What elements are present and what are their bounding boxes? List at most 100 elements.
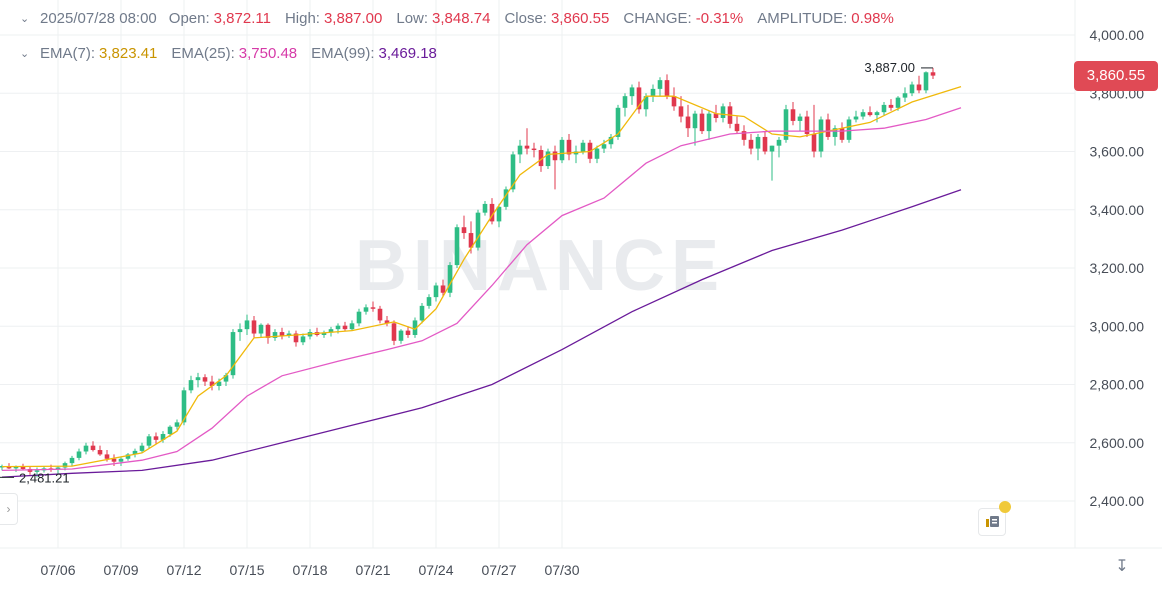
candle-body — [552, 151, 558, 161]
candle-body — [930, 72, 936, 76]
high-label: High: — [284, 10, 320, 27]
chevron-down-icon[interactable]: ⌄ — [20, 48, 30, 60]
candle-body — [258, 324, 264, 334]
candle-body — [153, 436, 159, 440]
candle-body — [720, 106, 726, 119]
ema-header: ⌄ EMA(7): 3,823.41 EMA(25): 3,750.48 EMA… — [20, 45, 451, 62]
candle-body — [510, 154, 516, 190]
candle-body — [923, 72, 929, 91]
candle-body — [881, 104, 887, 113]
candle-body — [524, 145, 530, 149]
candle-body — [454, 227, 460, 266]
x-tick-label: 07/18 — [292, 562, 327, 578]
candle-body — [174, 422, 180, 427]
y-tick-label: 3,400.00 — [1090, 202, 1145, 218]
close-value: 3,860.55 — [550, 10, 610, 27]
candle-date: 2025/07/28 08:00 — [40, 10, 157, 27]
candle-body — [860, 112, 866, 117]
candle-body — [76, 451, 82, 458]
candle-body — [804, 116, 810, 135]
x-tick-label: 07/09 — [103, 562, 138, 578]
y-tick-label: 2,400.00 — [1090, 493, 1145, 509]
candle-body — [916, 84, 922, 91]
x-tick-label: 07/27 — [481, 562, 516, 578]
candle-body — [825, 119, 831, 137]
candle-body — [335, 325, 341, 330]
chevron-down-icon[interactable]: ⌄ — [20, 13, 30, 25]
candle-body — [468, 233, 474, 248]
candle-body — [685, 116, 691, 129]
candle-body — [692, 113, 698, 129]
candle-body — [818, 119, 824, 152]
candle-body — [706, 113, 712, 132]
candle-body — [13, 466, 19, 469]
candle-body — [615, 107, 621, 137]
grid-lines — [0, 0, 1075, 548]
candle-body — [566, 139, 572, 155]
low-label: Low: — [396, 10, 429, 27]
candle-body — [559, 139, 565, 161]
candle-body — [195, 377, 201, 381]
notes-button[interactable] — [978, 508, 1006, 536]
candle-body — [734, 123, 740, 132]
candle-body — [790, 109, 796, 121]
candle-body — [811, 134, 817, 152]
candle-body — [433, 285, 439, 298]
candle-body — [97, 450, 103, 455]
candle-body — [622, 96, 628, 108]
candle-body — [293, 333, 299, 343]
expand-left-tab[interactable]: › — [0, 493, 18, 525]
close-label: Close: — [504, 10, 547, 27]
ema7-value: 3,823.41 — [99, 45, 158, 62]
candle-body — [489, 203, 495, 222]
x-tick-label: 07/21 — [355, 562, 390, 578]
candle-body — [62, 463, 68, 468]
change-value: -0.31% — [695, 10, 744, 27]
candle-body — [132, 450, 138, 455]
candle-body — [580, 142, 586, 152]
candle-body — [349, 323, 355, 330]
candle-body — [370, 307, 376, 309]
candle-body — [902, 93, 908, 98]
y-tick-label: 4,000.00 — [1090, 27, 1145, 43]
candle-body — [832, 128, 838, 137]
candle-body — [671, 96, 677, 107]
low-marker-label: 2,481.21 — [19, 470, 70, 485]
candle-body — [531, 148, 537, 151]
ema99-value: 3,469.18 — [378, 45, 437, 62]
candle-body — [237, 329, 243, 333]
candle-body — [713, 113, 719, 119]
candle-body — [300, 336, 306, 343]
x-tick-label: 07/24 — [418, 562, 453, 578]
high-value: 3,887.00 — [323, 10, 383, 27]
x-tick-label: 07/30 — [544, 562, 579, 578]
x-axis-labels: 07/06 07/09 07/12 07/15 07/18 07/21 07/24 07/27… — [40, 562, 579, 578]
candle-body — [741, 131, 747, 140]
y-tick-label: 3,600.00 — [1090, 144, 1145, 160]
ohlc-header: ⌄ 2025/07/28 08:00 Open: 3,872.11 High: … — [20, 10, 908, 27]
candle-body — [90, 445, 96, 451]
candle-body — [650, 88, 656, 97]
notes-icon — [986, 516, 999, 527]
candle-body — [146, 436, 152, 446]
candle-body — [405, 330, 411, 335]
amplitude-value: 0.98% — [851, 10, 894, 27]
watermark: BINANCE — [355, 226, 725, 306]
candle-body — [216, 381, 222, 386]
candle-body — [377, 308, 383, 321]
candle-body — [699, 113, 705, 132]
fit-axis-icon[interactable]: ↧ — [1115, 558, 1129, 575]
candle-body — [909, 84, 915, 94]
ema-lines — [1, 85, 962, 478]
y-tick-label: 2,600.00 — [1090, 435, 1145, 451]
candle-body — [748, 139, 754, 149]
candle-body — [608, 136, 614, 145]
candle-body — [104, 454, 110, 459]
candle-body — [657, 80, 663, 89]
candle-body — [188, 380, 194, 391]
candle-body — [846, 119, 852, 140]
x-tick-label: 07/12 — [166, 562, 201, 578]
candle-body — [496, 206, 502, 222]
candle-body — [209, 381, 215, 386]
